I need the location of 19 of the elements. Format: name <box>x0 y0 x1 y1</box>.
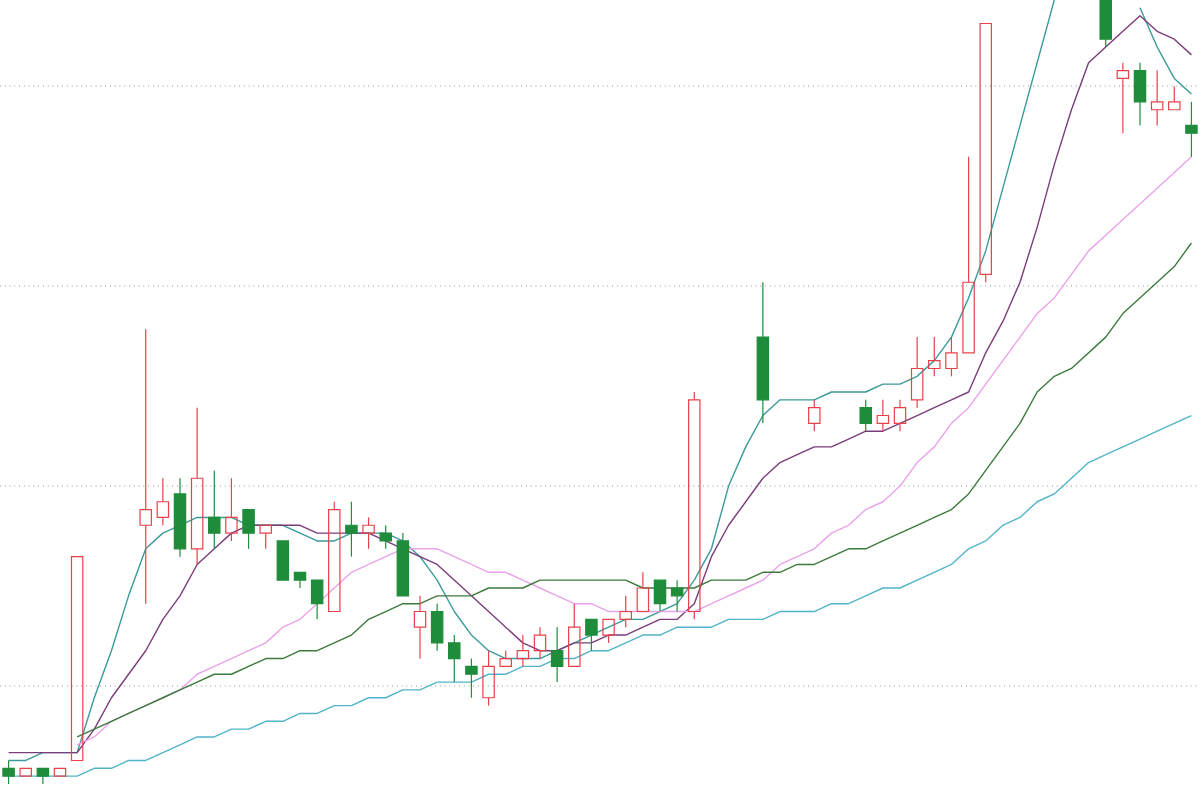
candlestick <box>430 603 444 652</box>
candlestick <box>190 407 204 566</box>
candlestick <box>1133 62 1147 127</box>
candlestick <box>1185 101 1198 158</box>
candlestick <box>173 477 187 558</box>
candlestick <box>876 399 890 432</box>
candlestick <box>1116 62 1130 134</box>
candlestick <box>345 501 358 558</box>
candlestick <box>910 336 924 409</box>
candlestick <box>893 399 907 432</box>
candlestick <box>550 626 564 683</box>
candlestick <box>1150 69 1164 127</box>
candlestick <box>156 477 170 526</box>
candlestick <box>670 579 684 613</box>
candlestick <box>139 328 152 605</box>
candlestick <box>756 281 770 424</box>
candlestick <box>533 626 547 660</box>
candlestick <box>413 595 427 660</box>
candlestick <box>516 634 530 667</box>
